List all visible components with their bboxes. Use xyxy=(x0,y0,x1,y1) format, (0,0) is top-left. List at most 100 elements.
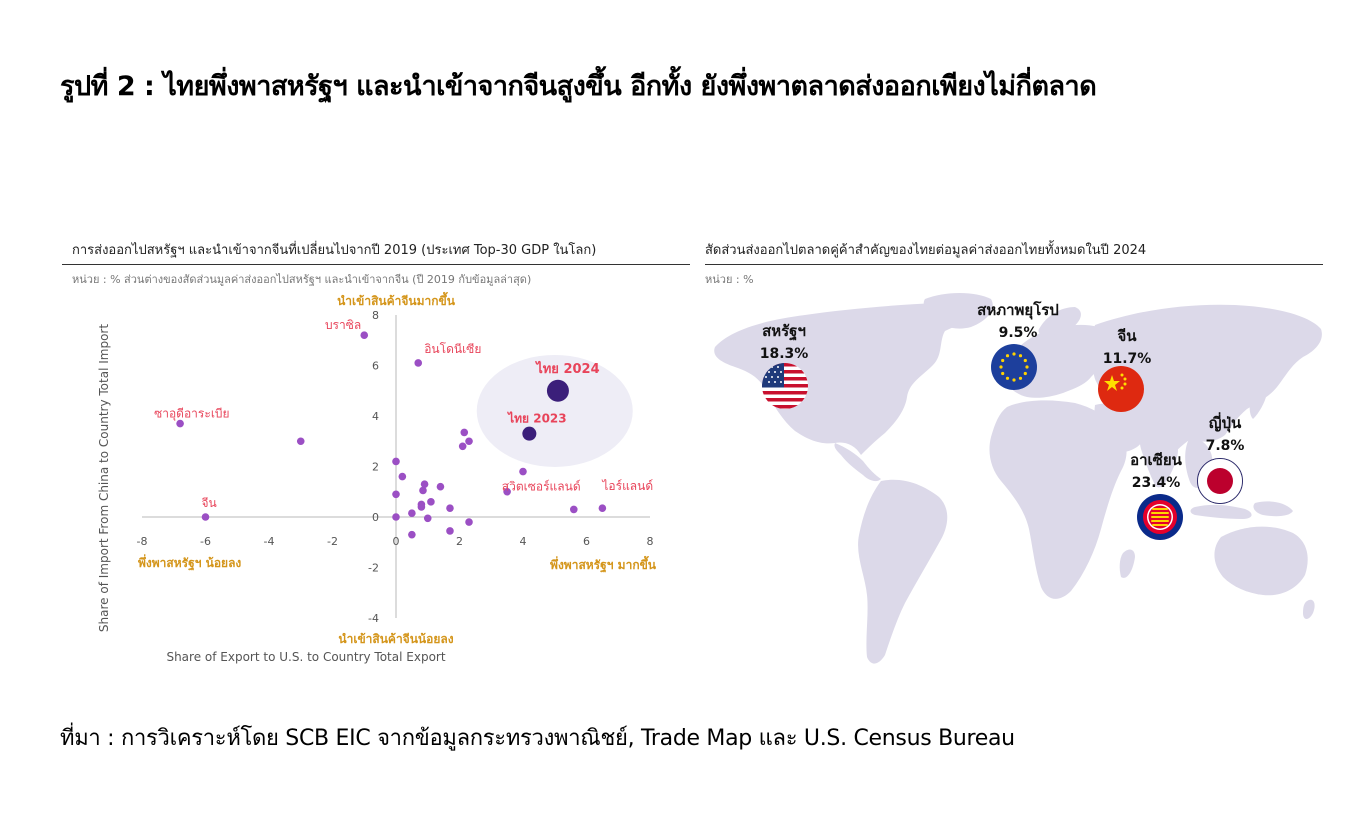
data-label: ไทย 2024 xyxy=(534,360,599,377)
quadrant-label-left: พึ่งพาสหรัฐฯ น้อยลง xyxy=(138,554,241,571)
map-new-zealand xyxy=(1303,599,1315,619)
map-japan xyxy=(1249,385,1267,419)
map-new-guinea xyxy=(1253,501,1293,517)
map-panel-title: สัดส่วนส่งออกไปตลาดคู่ค้าสำคัญของไทยต่อม… xyxy=(705,243,1147,258)
map-africa xyxy=(989,400,1127,599)
scatter-point-labeled xyxy=(176,419,184,428)
scatter-point xyxy=(465,437,473,446)
x-tick-label: -4 xyxy=(264,535,275,548)
y-tick-label: 6 xyxy=(372,360,379,373)
scatter-point xyxy=(458,442,467,451)
y-tick-label: -4 xyxy=(368,612,379,625)
scatter-chart: -8 -6 -4 -2 0 2 4 6 8 -4 -2 0 2 4 6 8 Share of Export to… xyxy=(97,291,657,664)
us-flag-icon xyxy=(762,363,808,409)
scatter-point xyxy=(392,490,400,499)
japan-flag-icon xyxy=(1197,458,1243,504)
scatter-point xyxy=(423,514,432,523)
market-share: 11.7% xyxy=(1102,351,1152,367)
asean-flag-icon xyxy=(1137,494,1183,540)
x-tick-label: 6 xyxy=(583,535,590,548)
scatter-point xyxy=(417,503,426,511)
map-label-us: สหรัฐฯ 18.3% xyxy=(760,319,809,362)
data-label: สวิตเซอร์แลนด์ xyxy=(502,479,581,493)
y-tick-label: 8 xyxy=(372,309,379,322)
x-axis-title: Share of Export to U.S. to Country Total… xyxy=(166,650,445,664)
scatter-point-labeled xyxy=(570,505,578,514)
page-title: รูปที่ 2 : ไทยพึ่งพาสหรัฐฯ และนำเข้าจากจ… xyxy=(60,71,1097,102)
source-note: ที่มา : การวิเคราะห์โดย SCB EIC จากข้อมู… xyxy=(60,726,1015,751)
x-tick-label: -2 xyxy=(327,535,338,548)
map-scandinavia xyxy=(1038,307,1081,335)
scatter-point xyxy=(420,480,429,488)
eu-flag-icon xyxy=(991,344,1037,390)
map-label-eu: สหภาพยุโรป 9.5% xyxy=(977,298,1059,341)
scatter-point-labeled xyxy=(598,504,607,512)
world-map xyxy=(714,293,1322,664)
x-tick-label: 8 xyxy=(647,535,654,548)
quadrant-label-bottom: นำเข้าสินค้าจีนน้อยลง xyxy=(338,632,453,646)
market-share: 18.3% xyxy=(759,346,809,362)
y-axis-title: Share of Import From China to Country To… xyxy=(97,324,111,632)
map-india xyxy=(1139,429,1178,488)
scatter-panel-title: การส่งออกไปสหรัฐฯ และนำเข้าจากจีนที่เปลี… xyxy=(72,243,597,258)
market-name: ญี่ปุ่น xyxy=(1208,414,1242,432)
scatter-point xyxy=(408,530,416,539)
market-name: จีน xyxy=(1117,327,1137,345)
scatter-point xyxy=(446,527,454,535)
scatter-unit-note: หน่วย : % ส่วนต่างของสัดส่วนมูลค่าส่งออก… xyxy=(72,273,532,286)
quadrant-label-right: พึ่งพาสหรัฐฯ มากขึ้น xyxy=(550,555,657,573)
market-share: 9.5% xyxy=(998,325,1038,341)
data-label: อินโดนีเซีย xyxy=(424,342,481,356)
scatter-point xyxy=(398,472,407,481)
scatter-point xyxy=(392,513,400,521)
data-label: บราซิล xyxy=(325,318,361,332)
china-flag-icon xyxy=(1098,366,1144,412)
data-label: ไอร์แลนด์ xyxy=(601,479,653,493)
market-share: 23.4% xyxy=(1131,475,1181,491)
x-tick-label: 4 xyxy=(520,535,527,548)
scatter-point-labeled xyxy=(360,331,369,339)
y-tick-label: 2 xyxy=(372,461,379,474)
map-madagascar xyxy=(1119,549,1135,578)
y-tick-label: 4 xyxy=(372,410,379,423)
map-unit-note: หน่วย : % xyxy=(705,273,754,286)
map-indonesia xyxy=(1190,504,1252,519)
thailand-2024-point xyxy=(546,379,569,402)
scatter-point xyxy=(436,482,445,491)
thailand-2023-point xyxy=(522,426,537,441)
scatter-point xyxy=(296,437,305,446)
y-tick-label: 0 xyxy=(372,511,379,524)
map-south-america xyxy=(858,479,948,664)
scatter-point-labeled xyxy=(201,513,210,521)
scatter-title-rule xyxy=(62,264,690,265)
map-asia xyxy=(1091,304,1322,461)
map-central-america xyxy=(834,443,881,482)
scatter-point xyxy=(419,486,427,495)
thailand-highlight-ellipse xyxy=(476,354,633,467)
scatter-point xyxy=(392,457,400,466)
quadrant-label-top: นำเข้าสินค้าจีนมากขึ้น xyxy=(337,291,456,308)
y-tick-label: -2 xyxy=(368,562,379,575)
scatter-point xyxy=(446,504,454,512)
map-title-rule xyxy=(705,264,1323,265)
map-north-america xyxy=(714,302,977,455)
scatter-point xyxy=(503,487,511,496)
scatter-point xyxy=(460,428,469,437)
map-greenland xyxy=(923,293,993,329)
x-tick-label: 2 xyxy=(456,535,463,548)
scatter-point xyxy=(427,498,435,506)
map-label-asean: อาเซียน 23.4% xyxy=(1130,448,1182,491)
market-name: อาเซียน xyxy=(1130,451,1182,469)
x-tick-label: -6 xyxy=(200,535,211,548)
data-label: จีน xyxy=(202,496,217,510)
scatter-point-labeled xyxy=(414,359,423,367)
map-australia xyxy=(1214,526,1308,596)
x-tick-label: -8 xyxy=(137,535,148,548)
x-tick-label: 0 xyxy=(393,535,400,548)
data-label: ซาอุดีอาระเบีย xyxy=(154,407,229,422)
scatter-point xyxy=(519,467,527,476)
map-label-japan: ญี่ปุ่น 7.8% xyxy=(1206,411,1245,454)
map-label-china: จีน 11.7% xyxy=(1103,324,1152,367)
data-label: ไทย 2023 xyxy=(506,411,567,426)
market-name: สหรัฐฯ xyxy=(762,322,806,340)
